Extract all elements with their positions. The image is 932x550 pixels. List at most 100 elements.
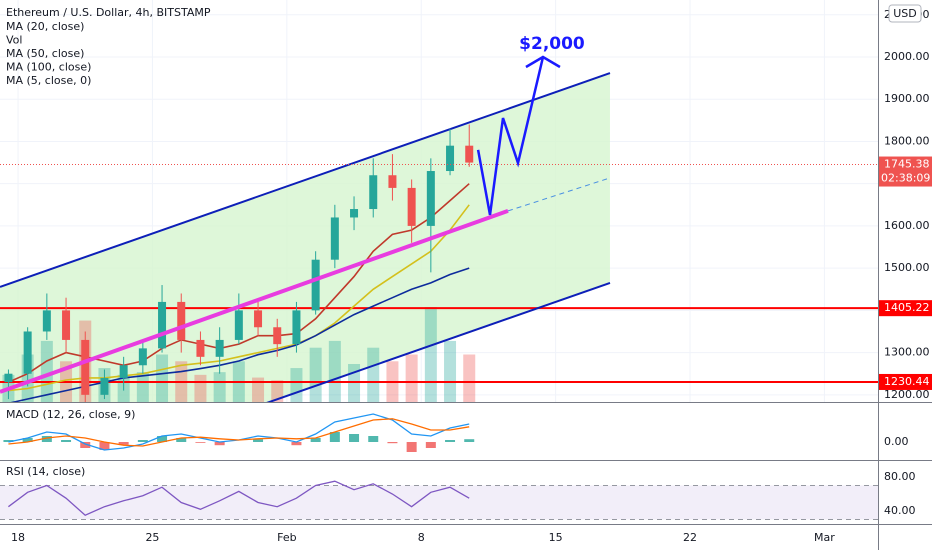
volume-bar [367,347,380,402]
candle-body [234,310,243,340]
volume-bar [309,347,322,402]
main-pane [0,0,878,402]
volume-bar [40,340,53,402]
macd-hist [176,438,187,442]
chart-title: Ethereum / U.S. Dollar, 4h, BITSTAMP [6,6,211,19]
candle-body [81,339,90,395]
y-tick-label: 1300.00 [884,346,930,359]
macd-hist [406,442,417,452]
channel-fill [0,73,610,402]
price-label-bg [879,300,932,317]
candle-body [158,301,167,349]
y-tick-label: 1800.00 [884,134,930,147]
last-price-bg [879,156,932,187]
pane-title: RSI (14, close) [6,465,85,478]
candle-body [369,175,378,210]
macd-hist [214,442,225,446]
y-tick-label: 80.00 [884,470,916,483]
x-tick-label: Feb [277,531,296,544]
candle-body [388,175,397,188]
macd-hist [137,440,148,442]
macd-hist [329,432,340,442]
candle-body [426,171,435,226]
projection [476,56,545,216]
volume-bar [348,364,361,402]
price-label: 1405.22 [884,301,930,314]
volume-bar [213,372,226,402]
x-tick-label: 8 [418,531,425,544]
channel-line [0,72,611,288]
candle-body [465,145,474,163]
candle-body [311,259,320,311]
macd-hist [3,440,14,442]
rsi-band [0,485,878,520]
macd-hist [310,438,321,442]
candle-body [446,145,455,172]
last-price-label: 1745.38 [884,158,930,171]
volume-bar [290,368,303,402]
volume-bar [271,380,284,402]
candle-body [350,209,359,218]
x-tick-label: 18 [11,531,25,544]
arrow-head [525,55,561,69]
macd-pane [3,413,475,452]
trendline [0,209,509,394]
candle-body [273,327,282,345]
macd-hist [425,442,436,448]
annotation: $2,000 [519,34,585,54]
legend-entry: MA (100, close) [6,61,91,74]
candle-body [292,310,301,345]
macd-hist [253,439,264,442]
candle-body [254,310,263,328]
volume-bar [405,354,418,402]
price-label-bg [879,373,932,390]
macd-hist [99,442,110,450]
y-tick-label: 1900.00 [884,92,930,105]
legend-entry: MA (20, close) [6,20,84,33]
candle-body [119,365,128,378]
volume-bar [328,340,341,402]
candle-body [42,310,51,332]
macd-hist [61,440,72,442]
candle-body [138,348,147,366]
y-tick-label: 2000.00 [884,50,930,63]
rsi-line [8,480,470,516]
pane-title: MACD (12, 26, close, 9) [6,408,135,421]
candle-body [215,339,224,357]
volume-bar [424,307,437,402]
candle-body [407,187,416,226]
macd-hist [349,434,360,442]
candle-body [4,373,13,383]
macd-hist [195,442,206,443]
candle-body [177,301,186,340]
volume-bar [463,354,476,402]
volume-bar [156,354,169,402]
price-label: 1230.44 [884,375,930,388]
legend-entry: Vol [6,34,22,47]
macd-hist [22,438,33,442]
legend-entry: MA (50, close) [6,47,84,60]
candle-body [62,310,71,340]
candle-body [100,377,109,395]
y-tick-label: 40.00 [884,504,916,517]
x-tick-label: 22 [683,531,697,544]
candle-body [23,331,32,374]
legend-entry: MA (5, close, 0) [6,74,91,87]
currency[interactable]: USD [893,7,917,20]
macd-line [8,418,470,447]
y-tick-label: 0.00 [884,435,909,448]
volume-bar [252,377,265,402]
macd-hist [157,436,168,442]
candle-body [196,339,205,357]
overlay: 1825Feb81522Mar1200.001300.001400.001500… [6,4,932,544]
macd-hist [41,436,52,442]
macd-hist [118,442,129,445]
macd-hist [464,439,475,442]
macd-hist [387,442,398,444]
macd-hist [291,442,302,446]
currency-badge[interactable] [888,4,922,23]
macd-hist [445,440,456,442]
x-tick-label: 15 [549,531,563,544]
y-tick-label: 1200.00 [884,388,930,401]
